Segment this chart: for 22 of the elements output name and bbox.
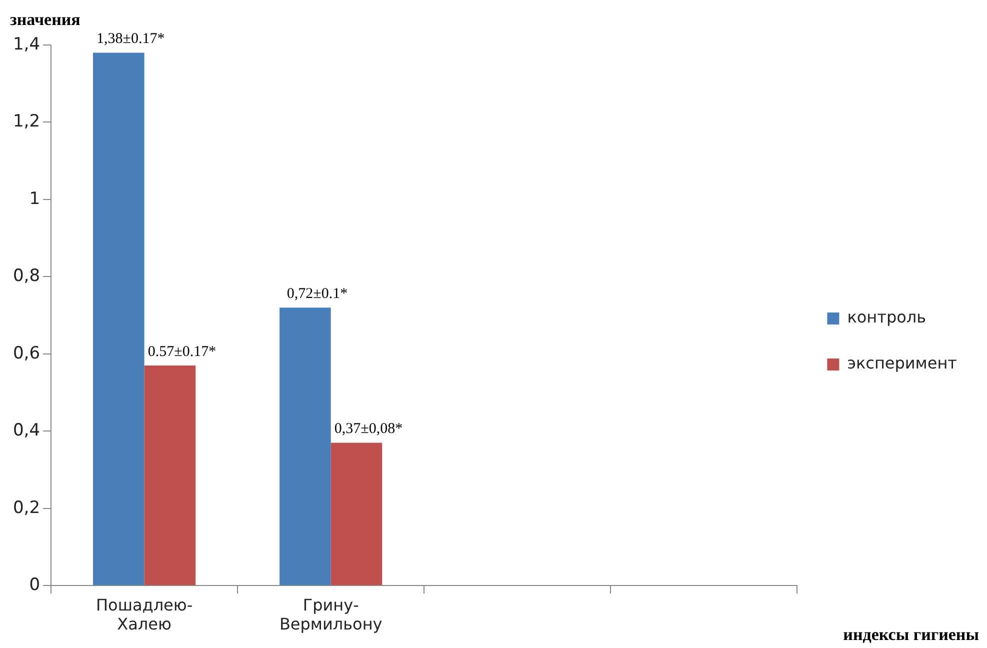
y-tick-label: 0 [29, 575, 40, 596]
x-axis-title: индексы гигиены [843, 624, 979, 644]
data-label: 0,72±0.1* [286, 286, 348, 302]
y-tick-label: 0,4 [12, 420, 40, 441]
y-tick-label: 0,2 [12, 498, 40, 518]
legend-label: эксперимент [847, 354, 957, 373]
legend-label: контроль [847, 308, 926, 327]
bar [280, 308, 331, 586]
bar [330, 442, 382, 586]
data-label: 0,37±0,08* [334, 421, 403, 438]
y-tick-label: 1,4 [12, 34, 40, 54]
data-label: 0.57±0.17* [148, 344, 216, 360]
y-tick-label: 0,6 [12, 343, 40, 364]
y-tick-label: 1 [29, 188, 40, 209]
y-axis-title: значения [10, 10, 80, 29]
x-tick-label: Грину-Вермильону [279, 595, 382, 634]
y-tick-label: 1,2 [12, 112, 40, 132]
y-tick-label: 0,8 [12, 266, 40, 286]
bar [144, 366, 196, 586]
data-label: 1,38±0.17* [96, 31, 165, 48]
x-tick-label: Пошадлею-Халею [96, 595, 193, 634]
bar [93, 52, 144, 586]
